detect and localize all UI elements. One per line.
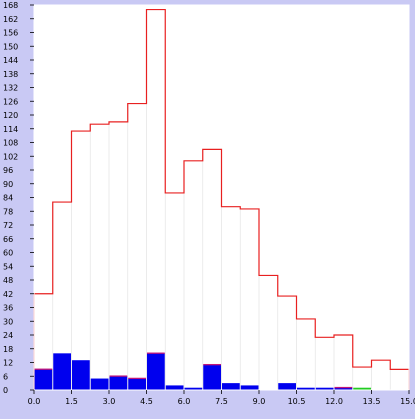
blue-bar xyxy=(165,385,184,390)
magenta-cap xyxy=(147,352,165,354)
y-tick-label: 72 xyxy=(3,221,13,230)
y-tick-label: 12 xyxy=(3,359,13,368)
y-tick-label: 138 xyxy=(3,70,18,79)
magenta-cap xyxy=(109,375,128,377)
x-tick-label: 7.5 xyxy=(215,397,228,406)
y-tick-label: 102 xyxy=(3,152,18,161)
y-tick-label: 90 xyxy=(3,180,13,189)
blue-bar xyxy=(297,387,315,390)
x-tick-label: 1.5 xyxy=(65,397,78,406)
magenta-cap xyxy=(334,386,353,389)
blue-bar xyxy=(90,378,109,390)
green-bar xyxy=(353,387,371,390)
x-tick-label: 10.5 xyxy=(288,397,306,406)
magenta-cap xyxy=(34,368,53,370)
blue-bar xyxy=(128,378,146,390)
magenta-cap xyxy=(203,363,221,366)
x-tick-label: 0.0 xyxy=(28,397,41,406)
y-tick-label: 0 xyxy=(3,386,8,395)
blue-bar xyxy=(240,385,259,390)
x-tick-label: 9.0 xyxy=(253,397,266,406)
blue-bar xyxy=(109,376,128,390)
y-tick-label: 126 xyxy=(3,97,18,106)
y-tick-label: 6 xyxy=(3,372,8,381)
y-tick-label: 60 xyxy=(3,249,13,258)
y-tick-label: 48 xyxy=(3,276,13,285)
y-tick-label: 150 xyxy=(3,42,18,51)
red-outline-series xyxy=(33,8,410,390)
y-tick-label: 78 xyxy=(3,207,13,216)
blue-bar xyxy=(203,364,221,390)
x-tick-label: 6.0 xyxy=(178,397,191,406)
blue-bar xyxy=(184,387,203,390)
x-tick-label: 4.5 xyxy=(140,397,153,406)
x-tick-label: 15.0 xyxy=(400,397,415,406)
y-tick-label: 18 xyxy=(3,345,13,354)
y-tick-label: 96 xyxy=(3,166,13,175)
blue-bar xyxy=(334,387,353,390)
y-tick-label: 114 xyxy=(3,125,18,134)
y-tick-label: 42 xyxy=(3,290,13,299)
blue-bar xyxy=(147,353,165,390)
blue-bar xyxy=(278,383,296,390)
y-tick-label: 84 xyxy=(3,194,13,203)
x-tick-label: 3.0 xyxy=(103,397,116,406)
y-tick-label: 30 xyxy=(3,317,13,326)
y-tick-label: 24 xyxy=(3,331,13,340)
y-tick-label: 54 xyxy=(3,262,13,271)
y-tick-label: 132 xyxy=(3,84,18,93)
magenta-cap xyxy=(128,377,146,380)
blue-bar xyxy=(53,353,71,390)
x-tick-label: 12.0 xyxy=(325,397,343,406)
y-tick-label: 162 xyxy=(3,15,18,24)
y-tick-label: 168 xyxy=(3,1,18,10)
blue-bar xyxy=(72,360,90,390)
x-tick-label: 13.5 xyxy=(363,397,381,406)
y-tick-label: 66 xyxy=(3,235,13,244)
y-tick-label: 156 xyxy=(3,29,18,38)
blue-bar xyxy=(34,369,53,390)
y-tick-label: 36 xyxy=(3,304,13,313)
y-tick-label: 120 xyxy=(3,111,18,120)
blue-bar xyxy=(222,383,240,390)
blue-bar xyxy=(315,387,334,390)
y-tick-label: 108 xyxy=(3,139,18,148)
y-tick-label: 144 xyxy=(3,56,18,65)
